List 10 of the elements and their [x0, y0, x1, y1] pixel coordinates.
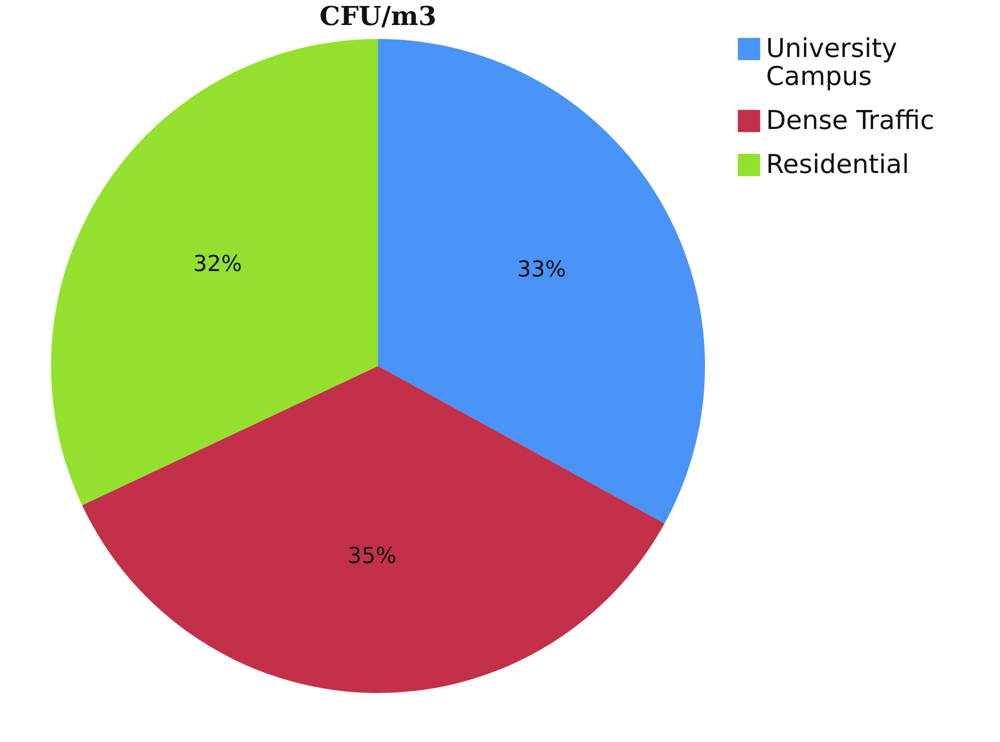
data-label: 33%: [517, 257, 566, 282]
legend-label: University Campus: [766, 34, 898, 92]
pie-slice: [82, 366, 665, 693]
legend-label: Dense Traffic: [766, 106, 934, 136]
pie-slice: [52, 39, 378, 506]
legend-label: Residential: [766, 150, 910, 180]
chart-title: CFU/m3: [320, 2, 436, 32]
pie-slice: [378, 39, 705, 524]
data-label: 32%: [193, 252, 242, 278]
data-label: 35%: [348, 544, 396, 569]
